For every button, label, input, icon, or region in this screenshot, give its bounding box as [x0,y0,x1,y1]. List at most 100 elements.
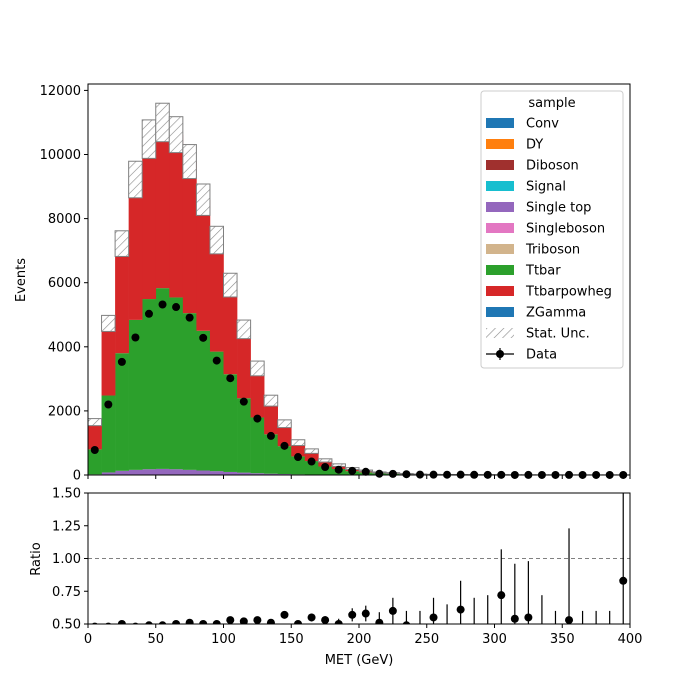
stack-bar-single-top [169,469,184,475]
ratio-point [510,614,519,623]
stat-unc-box [236,319,252,340]
ratio-point [456,605,465,614]
data-point [361,467,370,476]
x-tick-label: 50 [147,632,164,647]
stack-bar-ttbarpowheg [196,199,211,331]
stack-bar-single-top [223,471,238,475]
stack-bar-ttbarpowheg [101,323,116,396]
legend-entry-conv: Conv [486,117,559,132]
stat-unc-box [304,448,319,454]
ratio-point [592,646,600,654]
ratio-y-tick-label: 0.75 [52,585,81,600]
legend-label: Singleboson [526,222,605,237]
main-x-ticks [87,475,631,479]
stack-bar-ttbar [169,297,184,470]
x-tick-label: 200 [347,632,372,647]
ratio-point [348,610,357,619]
main-panel: 0 2000 4000 6000 8000 10000 12000 Events sampl… [14,83,631,484]
data-point [294,453,303,462]
stack-bar-ttbar [291,456,306,475]
stack-bar-ttbarpowheg [223,285,238,375]
legend-label: Ttbar [525,264,561,279]
stack-bar-single-top [128,469,143,475]
stat-unc-box [182,144,197,180]
legend-entry-ttbarpowheg: Ttbarpowheg [486,285,612,300]
ratio-point [419,623,421,624]
ratio-point [565,616,574,624]
ratio-point [402,621,411,624]
stack-bar-ttbar [182,313,197,470]
ratio-point [486,623,489,624]
ratio-x-ticks: 0 50 100 150 200 250 300 350 400 [84,624,642,647]
legend-label: Ttbarpowheg [525,285,612,300]
ratio-point [361,609,370,618]
legend-label: Conv [526,117,559,132]
stat-unc-box [101,314,116,332]
data-point [266,431,275,440]
ratio-point [579,646,587,654]
stack-bar-ttbar [304,461,319,475]
stat-unc-box [263,394,279,407]
data-point [321,462,330,471]
ratio-y-tick-label: 1.00 [52,552,81,567]
ratio-point [541,623,543,624]
data-point [104,400,113,409]
stack-bar-ttbarpowheg [142,139,157,300]
stack-bar-ttbar [128,319,143,470]
legend-entries: Conv DY Diboson Signal Single top Singleboson… [486,117,612,363]
legend-entry-singleboson: Singleboson [486,222,605,237]
stack-bar-single-top [155,468,170,475]
stack-bar-ttbar [101,395,116,473]
x-tick-label: 350 [550,632,575,647]
ratio-point [375,618,384,624]
ratio-point [497,591,506,600]
x-tick-label: 0 [84,632,92,647]
x-tick-label: 250 [414,632,439,647]
stack-bar-single-top [196,470,211,475]
legend-label: Triboson [525,243,580,258]
legend-entry-single-top: Single top [486,201,591,216]
x-tick-label: 100 [211,632,236,647]
data-point [90,446,99,454]
stack-bar-single-top [101,472,116,475]
legend-label: DY [526,138,543,153]
legend-entry-ttbar: Ttbar [486,264,561,279]
main-y-axis-label: Events [14,258,29,302]
ratio-point [446,623,448,624]
ratio-y-tick-label: 1.50 [52,487,81,502]
legend-entry-data: Data [486,348,557,363]
stack-bar-ttbar [196,330,211,471]
ratio-point [321,616,330,624]
ratio-point [280,610,289,619]
ratio-point [619,576,628,585]
ratio-point [145,621,153,624]
legend-label: ZGamma [526,306,586,321]
stack-bar-single-top [250,473,265,475]
data-point [402,470,411,479]
data-point [199,333,208,342]
stack-bar-single-top [209,471,224,475]
stack-bar-ttbar [250,417,265,474]
legend-label: Stat. Unc. [526,327,590,342]
ratio-y-axis-label: Ratio [29,542,44,575]
ratio-point [388,606,397,615]
y-tick-label: 0 [73,469,81,484]
data-point [253,414,262,423]
data-point [388,469,397,478]
stat-unc-box [223,272,238,298]
y-tick-label: 4000 [48,340,81,355]
legend-title: sample [528,96,575,111]
stack-bar-ttbarpowheg [182,161,197,314]
legend-box [480,90,624,369]
stack-bar-ttbar [264,434,278,474]
stat-unc-box [155,102,170,143]
stat-unc-box [250,360,265,377]
stack-bar-ttbar [277,446,292,475]
legend: sample Conv DY Diboson Signal Single top Sing… [480,90,624,369]
stack-bar-ttbarpowheg [291,442,306,457]
data-point [172,303,181,312]
stat-unc-box [277,419,292,429]
data-point [117,357,126,366]
stack-bar-ttbar [237,398,251,473]
